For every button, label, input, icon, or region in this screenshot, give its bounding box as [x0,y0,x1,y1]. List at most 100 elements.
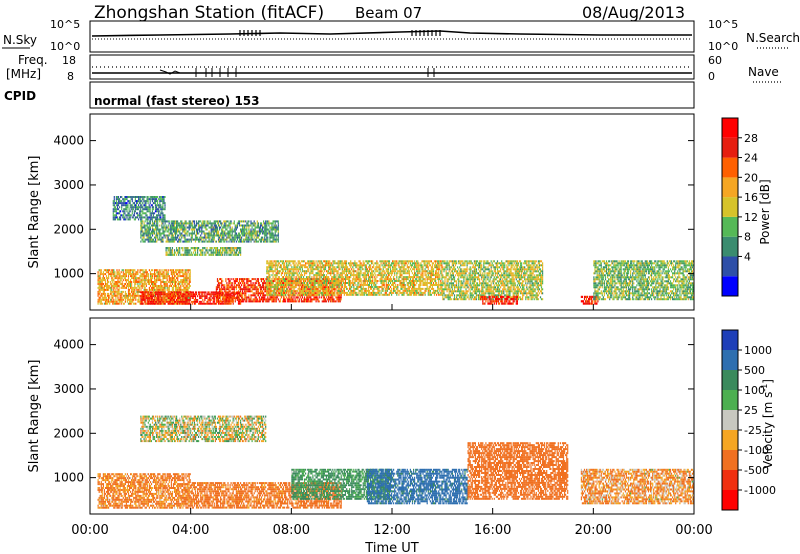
power-echo-cell [185,247,187,250]
power-echo-cell [181,300,183,303]
power-echo-cell [154,240,156,243]
power-echo-cell [243,228,245,231]
power-echo-cell [284,278,286,281]
power-echo-cell [161,220,163,223]
power-echo-cell [123,275,125,278]
power-echo-cell [144,200,146,203]
power-echo-cell [320,296,322,299]
power-echo-cell [134,269,136,272]
power-echo-cell [152,302,155,305]
power-echo-cell [160,300,162,303]
power-echo-cell [180,286,182,289]
power-echo-cell [184,251,186,254]
power-echo-cell [170,251,172,254]
power-echo-cell [161,236,163,239]
power-echo-cell [201,297,203,299]
power-echo-cell [164,226,166,229]
power-echo-cell [209,234,211,237]
power-echo-cell [225,222,227,225]
power-echo-cell [133,202,135,205]
power-echo-cell [214,240,216,243]
power-echo-cell [143,277,145,280]
power-echo-cell [213,236,215,239]
power-echo-cell [183,226,185,229]
power-echo-cell [108,285,110,287]
power-echo-cell [219,278,221,281]
power-echo-cell [163,294,165,297]
power-echo-cell [154,283,156,285]
power-echo-cell [100,269,102,272]
power-echo-cell [111,275,113,278]
power-echo-cell [231,251,233,254]
power-echo-cell [158,299,160,301]
power-echo-cell [213,302,215,305]
power-echo-cell [266,222,268,225]
power-echo-cell [158,210,160,213]
power-echo-cell [116,269,118,272]
power-echo-cell [157,269,159,272]
power-echo-cell [189,275,191,278]
power-echo-cell [263,294,265,297]
power-echo-cell [125,292,127,295]
power-echo-cell [269,296,271,299]
power-echo-cell [170,228,172,231]
power-echo-cell [244,234,246,237]
power-echo-cell [306,296,308,299]
power-echo-cell [205,253,207,256]
power-echo-cell [240,299,242,301]
power-echo-cell [300,284,302,286]
power-echo-cell [111,300,113,303]
power-echo-cell [224,296,226,299]
power-echo-cell [286,260,288,263]
power-echo-cell [187,269,189,272]
power-echo-cell [156,218,158,221]
power-echo-cell [155,238,157,241]
power-echo-cell [169,238,171,241]
power-echo-cell [298,282,300,284]
power-echo-cell [220,247,222,250]
power-echo-cell [180,226,182,229]
power-echo-cell [189,279,191,282]
power-echo-cell [225,280,227,283]
power-echo-cell [158,291,160,294]
power-echo-cell [180,232,182,235]
power-echo-cell [210,222,212,225]
power-echo-cell [112,214,114,217]
power-echo-cell [111,290,113,293]
power-echo-cell [180,275,182,278]
power-echo-cell [219,220,221,223]
power-echo-cell [243,284,245,287]
power-echo-cell [143,224,145,227]
power-echo-cell [177,300,179,303]
power-echo-cell [287,293,289,296]
power-echo-cell [126,206,128,209]
power-echo-cell [128,269,131,272]
power-echo-cell [157,286,159,289]
power-echo-cell [266,236,268,239]
power-echo-cell [144,279,146,282]
power-echo-cell [98,296,100,299]
power-echo-cell [154,292,156,295]
power-echo-cell [303,300,306,303]
power-echo-cell [190,295,192,298]
power-echo-cell [153,288,155,291]
power-echo-cell [144,230,146,233]
power-echo-cell [131,216,133,219]
power-echo-cell [151,234,154,237]
power-echo-cell [267,222,269,225]
power-echo-cell [278,292,280,295]
power-echo-cell [313,280,315,282]
power-echo-cell [221,234,223,237]
power-echo-cell [269,286,271,288]
power-echo-cell [186,234,188,237]
power-echo-cell [269,264,271,267]
power-echo-cell [149,298,152,301]
power-echo-cell [148,238,150,241]
power-echo-cell [241,238,243,241]
power-echo-cell [276,260,278,263]
power-echo-cell [148,222,150,225]
power-echo-cell [215,300,217,303]
power-echo-cell [227,247,229,250]
power-echo-cell [210,291,212,294]
power-echo-cell [259,230,262,233]
